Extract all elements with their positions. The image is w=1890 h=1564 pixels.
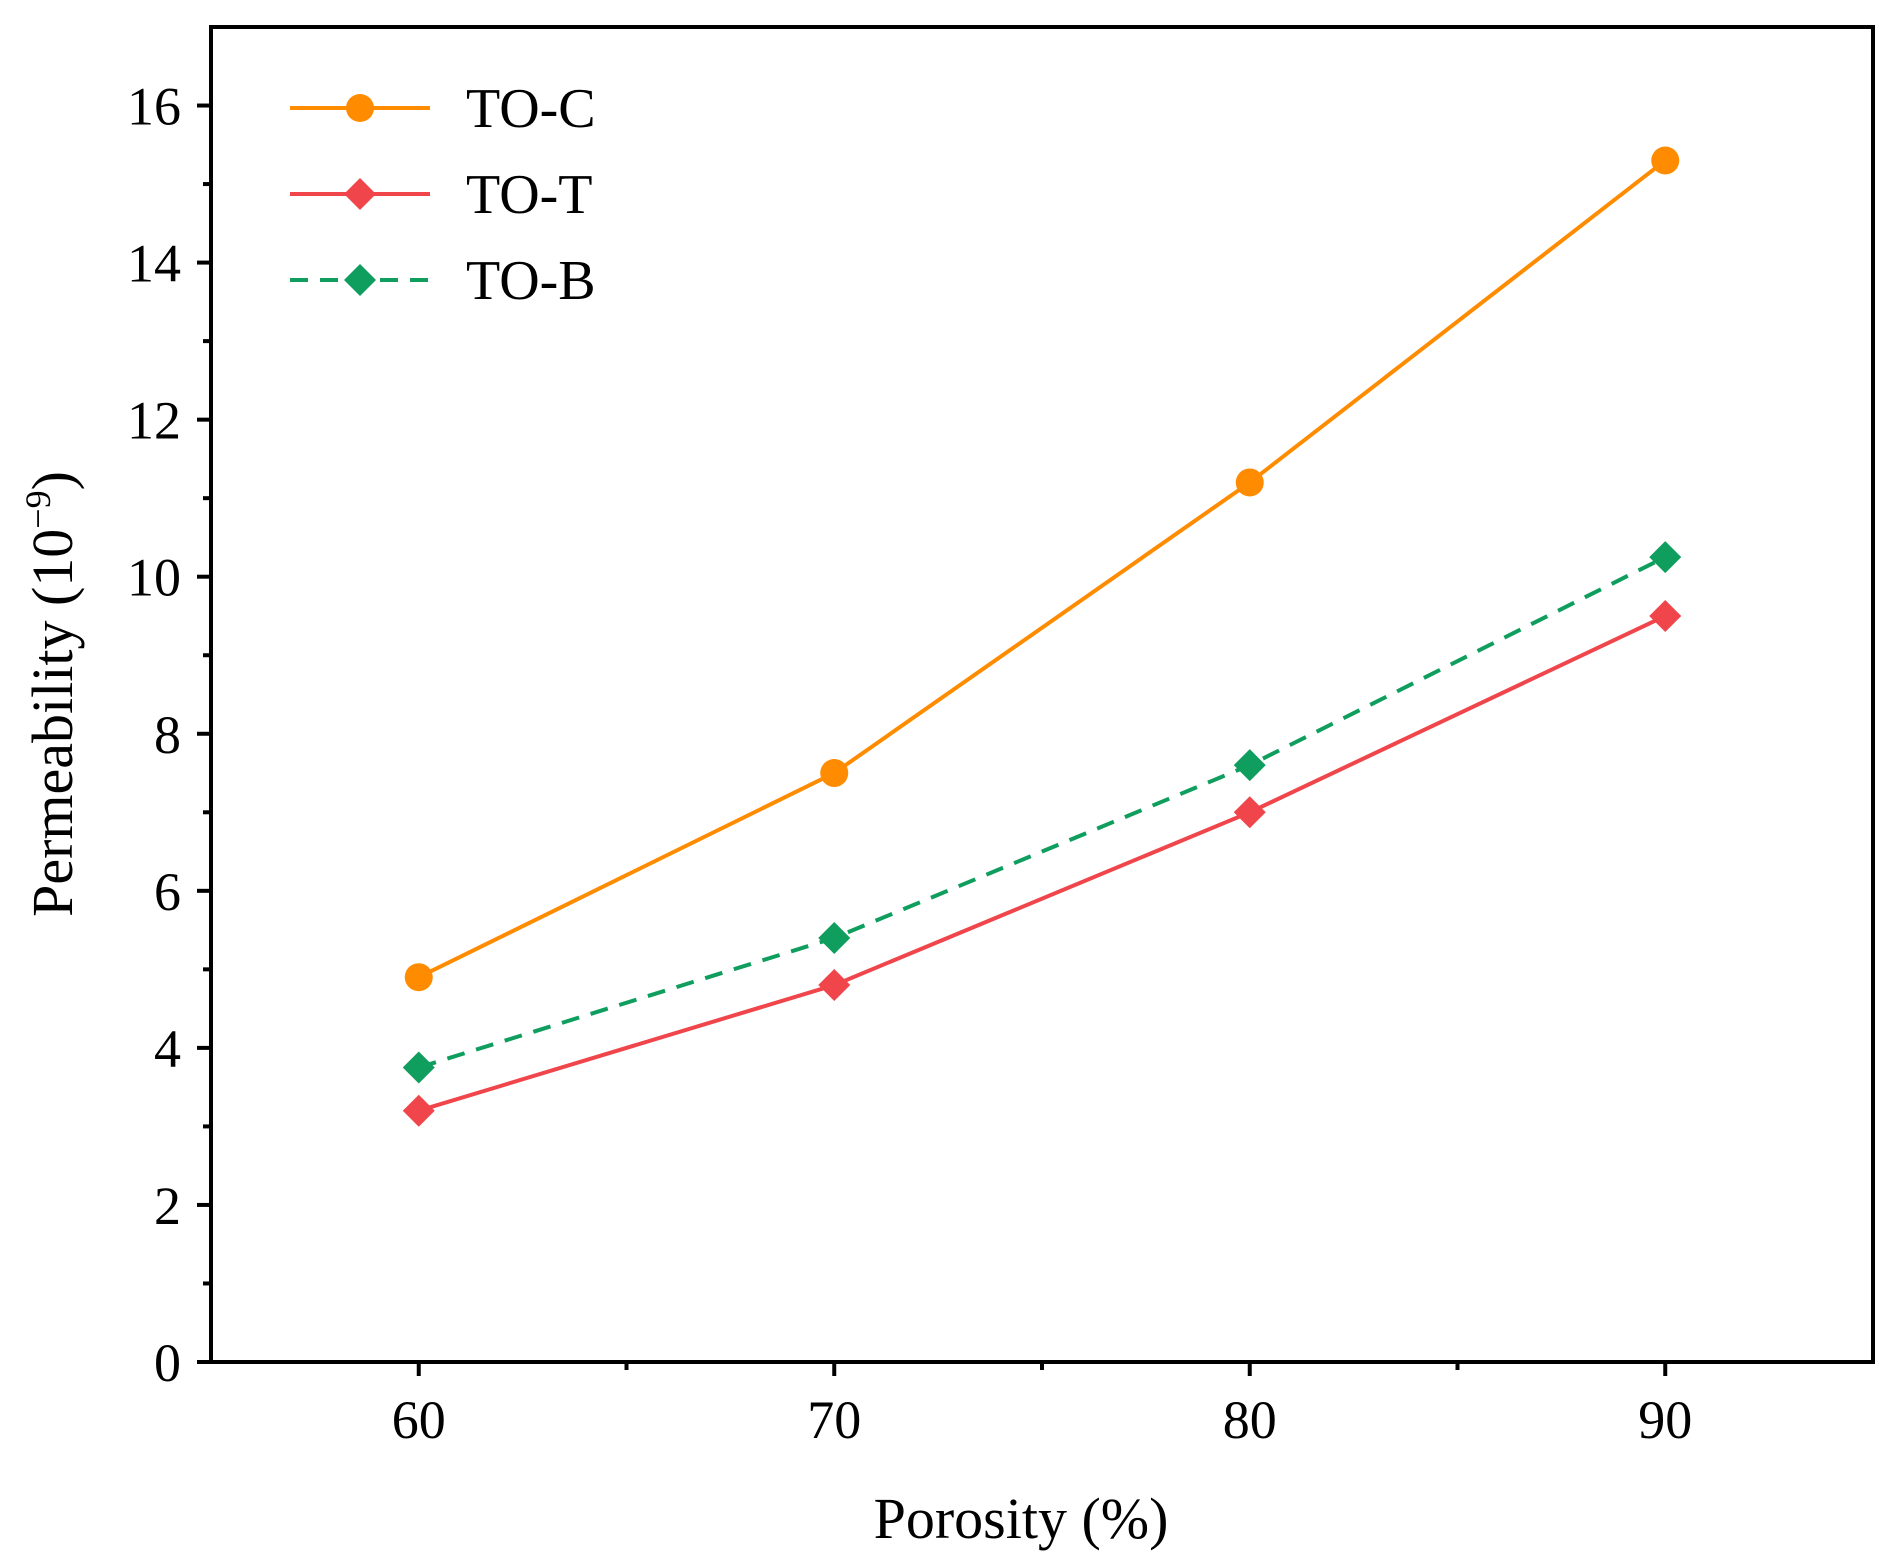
point-to-t-60 [402, 1094, 435, 1127]
plot-frame [209, 25, 1875, 1364]
series-line-to-t [418, 614, 1667, 1113]
point-to-c-90 [1651, 146, 1680, 175]
x-axis-title: Porosity (%) [874, 1486, 1169, 1551]
point-to-t-90 [1649, 599, 1682, 632]
series-line-to-c [417, 158, 1667, 980]
y-tick-label-0: 0 [154, 1333, 181, 1393]
legend: TO-C TO-T TO-B [290, 78, 596, 312]
y-tick-label-16: 16 [127, 77, 181, 137]
series-to-t [402, 599, 1682, 1127]
y-tick-label-4: 4 [154, 1019, 181, 1079]
y-axis-title: Permeability (10−9) [18, 471, 85, 917]
ticks-layer: 60 70 80 90 0 2 4 6 8 10 12 14 16 [127, 77, 1692, 1450]
legend-label-to-b: TO-B [466, 250, 596, 312]
point-to-b-60 [402, 1051, 435, 1084]
y-axis-title-base: Permeability (10 [20, 529, 85, 917]
x-tick-label-90: 90 [1638, 1390, 1692, 1450]
point-to-c-80 [1235, 468, 1264, 497]
legend-item-to-b: TO-B [290, 250, 596, 312]
point-to-c-70 [820, 759, 849, 788]
series-to-c [404, 146, 1680, 992]
y-tick-label-12: 12 [127, 391, 181, 451]
point-to-t-80 [1233, 796, 1266, 829]
point-to-b-80 [1233, 749, 1266, 782]
legend-item-to-t: TO-T [290, 164, 593, 226]
y-tick-label-8: 8 [154, 705, 181, 765]
legend-marker-to-c [346, 94, 374, 122]
point-to-b-70 [818, 921, 851, 954]
x-tick-label-60: 60 [392, 1390, 446, 1450]
point-to-t-70 [818, 969, 851, 1002]
y-tick-label-2: 2 [154, 1176, 181, 1236]
series-layer [402, 146, 1682, 1127]
legend-label-to-c: TO-C [466, 78, 596, 140]
y-tick-label-6: 6 [154, 862, 181, 922]
legend-label-to-t: TO-T [466, 164, 593, 226]
point-to-b-90 [1649, 541, 1682, 574]
series-line-to-b [418, 555, 1667, 1070]
legend-item-to-c: TO-C [290, 78, 596, 140]
x-tick-label-80: 80 [1223, 1390, 1277, 1450]
series-to-b [402, 541, 1682, 1084]
legend-marker-to-b [344, 264, 376, 296]
y-tick-label-10: 10 [127, 548, 181, 608]
legend-marker-to-t [344, 178, 376, 210]
y-tick-label-14: 14 [127, 234, 181, 294]
y-axis-title-close: ) [20, 471, 85, 490]
point-to-c-60 [404, 963, 433, 992]
x-tick-label-70: 70 [807, 1390, 861, 1450]
y-axis-title-exponent: −9 [18, 490, 58, 528]
